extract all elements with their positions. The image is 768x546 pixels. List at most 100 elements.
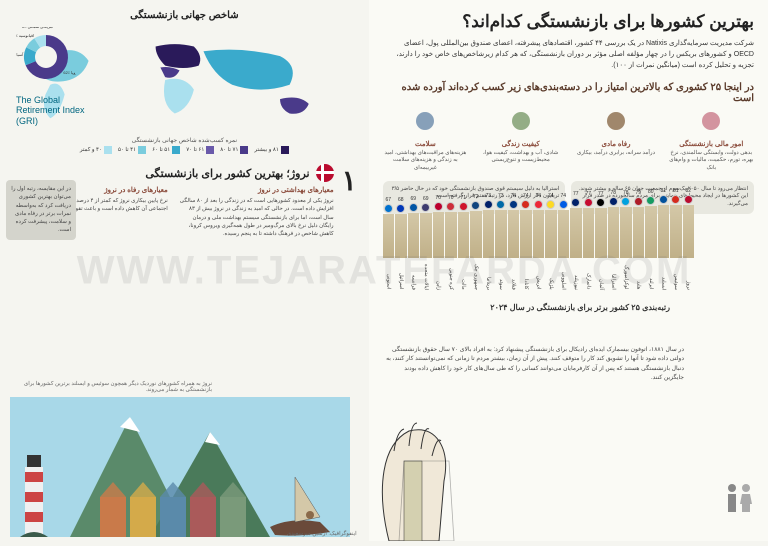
bar-score: 79 [635, 190, 641, 196]
gri-section: شاخص جهانی بازنشستگی اروپا ٪62آسیا ٪12اق… [12, 10, 357, 154]
bar-score: 70 [435, 195, 441, 201]
country-label: مالت [460, 260, 466, 290]
bar-score: 78 [623, 190, 629, 196]
ranking-bar: 78 استرالیا [608, 190, 620, 289]
country-label: نیوزیلند [573, 260, 579, 290]
category-desc: درآمد سرانه، برابری درآمد، بیکاری [573, 150, 658, 158]
bar-score: 70 [448, 195, 454, 201]
ranking-bar: 72 جمهوری چک [470, 194, 482, 290]
category-item: امور مالی بازنشستگیبدهی دولت، وابستگی سا… [669, 110, 754, 173]
ranking-bar: 74 اسلوونی [558, 193, 570, 290]
country-label: ایرلند [648, 260, 654, 290]
bar-score: 69 [410, 196, 416, 202]
history-text: در سال ۱۸۸۱، اتوفون بیسمارک ایده‌ای رادی… [383, 346, 754, 384]
ranking-bar: 77دانمارک [583, 191, 595, 290]
flag-icon [634, 197, 643, 206]
hand-illustration [359, 401, 469, 541]
ranking-bar: 73 سوئد [495, 193, 507, 289]
ranking-bar: 78 لوکزامبورگ [620, 190, 632, 289]
country-label: سوئد [498, 260, 504, 290]
ranking-bar: 69 فرانسه [408, 196, 420, 290]
map-legend: ۸۱ و بیشتر۷۱ تا ۸۰۶۱ تا ۷۰۵۱ تا ۶۰۴۱ تا … [12, 146, 357, 154]
ranking-bar: 77نیوزیلند [570, 191, 582, 290]
country-label: کره جنوبی [448, 260, 454, 290]
legend-item: ۶۱ تا ۷۰ [186, 146, 214, 154]
bar-score: 78 [610, 190, 616, 196]
country-label: استونی [385, 260, 391, 290]
flag-icon [446, 202, 455, 211]
ranking-bar: 69ایالات متحده [420, 196, 432, 290]
bar-score: 74 [560, 193, 566, 199]
ranking-bar: 74فنلاند [508, 193, 520, 290]
country-label: فرانسه [410, 260, 416, 290]
ranking-bar: 79هلند [633, 190, 645, 290]
country-label: جمهوری چک [473, 260, 479, 290]
legend-item: ۴۰ و کمتر [80, 146, 112, 154]
flag-icon [571, 198, 580, 207]
bar-score: 81 [660, 188, 666, 194]
flag-icon [559, 200, 568, 209]
flag-icon [534, 200, 543, 209]
country-label: اتریش [535, 260, 541, 290]
ranking-bar: 68اسرائیل [395, 197, 407, 290]
bar-score: 73 [498, 193, 504, 199]
flag-icon [459, 202, 468, 211]
legend-title: نمره کسب‌شده شاخص جهانی بازنشستگی [12, 137, 357, 144]
ranking-bar: 70ژاپن [433, 195, 445, 289]
side-note: در این مقایسه، رتبه اول را می‌توان بهتری… [6, 180, 76, 240]
country-label: دانمارک [585, 260, 591, 290]
ranking-bar: 80ایرلند [645, 189, 657, 290]
country-label: اسرائیل [398, 260, 404, 290]
bar-score: 82 [685, 188, 691, 194]
norway-flag-icon [316, 164, 334, 182]
category-title: سلامت [383, 140, 468, 148]
flag-icon [509, 200, 518, 209]
gri-title: شاخص جهانی بازنشستگی [12, 10, 357, 21]
flag-icon [421, 203, 430, 212]
category-icon [510, 110, 532, 132]
bar-score: 73 [485, 193, 491, 199]
flag-icon [521, 200, 530, 209]
ranking-bar: 77 آلمان [595, 191, 607, 290]
country-label: بلژیک [548, 260, 554, 290]
flag-icon [659, 195, 668, 204]
ranking-bar: 82 نروژ [683, 188, 695, 290]
country-label: استرالیا [610, 260, 616, 290]
flag-icon [596, 198, 605, 207]
country-label: اسلوونی [560, 260, 566, 290]
svg-text:آمریکای شمالی ٪8: آمریکای شمالی ٪8 [22, 27, 54, 29]
bar-score: 67 [385, 197, 391, 203]
flag-icon [484, 200, 493, 209]
ranking-bar: 67 استونی [383, 197, 395, 289]
bar-score: 72 [473, 194, 479, 200]
people-icon [724, 482, 754, 521]
legend-item: ۷۱ تا ۸۰ [220, 146, 248, 154]
footer-credit: اینفوگرافیک: آرشین میرسعیدی [287, 531, 357, 537]
footer-left: نروژ به همراه کشورهای نوردیک دیگر همچون … [12, 381, 212, 393]
country-label: فنلاند [510, 260, 516, 290]
country-label: آلمان [598, 260, 604, 290]
category-desc: شادی، آب و بهداشت، کیفیت هوا، محیط‌زیست … [478, 150, 563, 165]
category-icon [700, 110, 722, 132]
flag-icon [621, 197, 630, 206]
flag-icon [409, 203, 418, 212]
legend-item: ۵۱ تا ۶۰ [152, 146, 180, 154]
flag-icon [584, 198, 593, 207]
category-title: کیفیت زندگی [478, 140, 563, 148]
flag-icon [546, 200, 555, 209]
bar-score: 77 [598, 191, 604, 197]
category-item: رفاه مادیدرآمد سرانه، برابری درآمد، بیکا… [573, 110, 658, 173]
flag-icon [684, 195, 693, 204]
country-label: نروژ [685, 260, 691, 290]
region-donut: اروپا ٪62آسیا ٪12اقیانوسیه ٪8آمریکای شما… [16, 27, 76, 87]
country-label: لوکزامبورگ [623, 260, 629, 290]
ranking-bar: 71مالت [458, 195, 470, 290]
flag-icon [609, 197, 618, 206]
ranking-bar: 74کانادا [520, 193, 532, 290]
flag-icon [671, 195, 680, 204]
country-label: کانادا [523, 260, 529, 290]
bar-score: 74 [535, 193, 541, 199]
norway-rank: ۱ [342, 164, 357, 238]
category-title: امور مالی بازنشستگی [669, 140, 754, 148]
legend-item: ۸۱ و بیشتر [254, 146, 288, 154]
